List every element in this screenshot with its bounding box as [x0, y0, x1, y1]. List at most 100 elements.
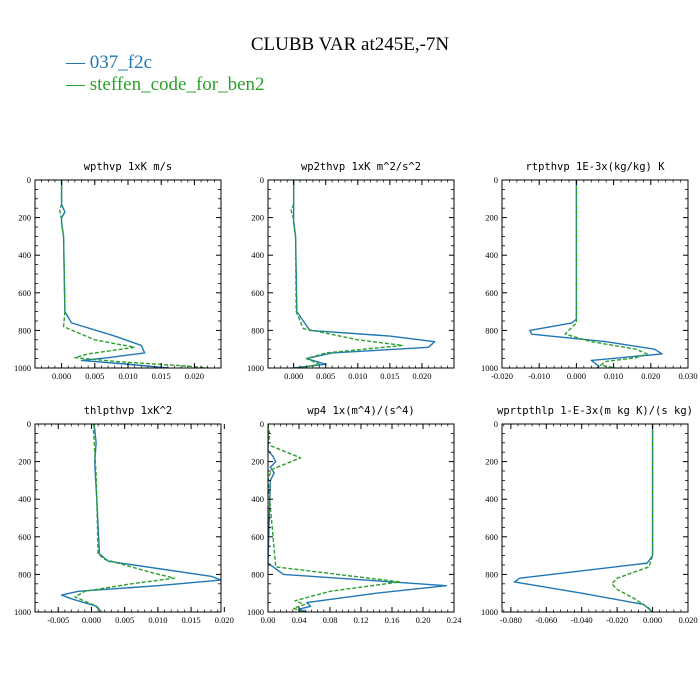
series-group — [60, 424, 221, 612]
x-tick-label: 0.16 — [385, 615, 400, 625]
chart-panel-1: wpthvp 1xK m/s 0 200 400 600 800 1000 0.000 0.00… — [14, 161, 222, 381]
series-line-037-f2c — [60, 424, 221, 612]
y-tick-label: 200 — [251, 213, 264, 223]
plot-frame — [34, 423, 222, 613]
x-tick-label: 0.000 — [82, 615, 101, 625]
y-tick-label: 600 — [251, 288, 264, 298]
x-tick-label: -0.020 — [606, 615, 628, 625]
x-tick-label: 0.04 — [292, 615, 308, 625]
x-tick-label: 0.005 — [85, 371, 104, 381]
panel-title: wprtpthlp 1-E-3x(m kg K)/(s kg) — [497, 405, 693, 417]
series-line-steffen-code-for-ben2 — [58, 180, 208, 368]
series-group — [513, 424, 654, 612]
y-tick-label: 1000 — [247, 363, 264, 373]
series-group — [58, 180, 208, 368]
series-group — [268, 424, 447, 612]
x-tick-label: -0.080 — [500, 615, 522, 625]
x-tick-label: -0.060 — [535, 615, 557, 625]
y-tick-label: 1000 — [481, 363, 498, 373]
y-tick-label: 0 — [260, 419, 264, 429]
y-tick-label: 200 — [485, 457, 498, 467]
panel-title: rtpthvp 1E-3x(kg/kg) K — [525, 161, 665, 173]
x-tick-label: 0.000 — [52, 371, 71, 381]
x-tick-label: 0.020 — [412, 371, 431, 381]
series-line-steffen-code-for-ben2 — [564, 180, 648, 368]
x-tick-label: 0.010 — [604, 371, 623, 381]
legend-entry-037-f2c: — 037_f2c — [65, 52, 152, 73]
x-tick-label: 0.000 — [643, 615, 662, 625]
y-tick-label: 0 — [494, 419, 498, 429]
y-tick-label: 800 — [485, 325, 498, 335]
y-tick-label: 800 — [18, 325, 31, 335]
panels-grid: wpthvp 1xK m/s 0 200 400 600 800 1000 0.000 0.00… — [14, 161, 698, 625]
x-tick-label: 0.005 — [316, 371, 335, 381]
y-tick-label: 1000 — [481, 607, 498, 617]
chart-panel-2: wp2thvp 1xK m^2/s^2 0 200 400 600 800 1000 0.00… — [247, 161, 455, 381]
x-tick-label: -0.020 — [491, 371, 513, 381]
y-tick-label: 800 — [251, 569, 264, 579]
series-line-037-f2c — [60, 180, 168, 368]
x-tick-label: 0.020 — [678, 615, 697, 625]
legend-entry-steffen-code-for-ben2: — steffen_code_for_ben2 — [65, 74, 265, 95]
x-tick-label: 0.08 — [323, 615, 338, 625]
figure-title: CLUBB VAR at245E,-7N — [251, 34, 450, 55]
y-tick-label: 600 — [18, 288, 31, 298]
y-tick-label: 600 — [18, 532, 31, 542]
x-tick-label: 0.015 — [152, 371, 171, 381]
y-tick-label: 0 — [27, 175, 31, 185]
y-tick-label: 400 — [18, 250, 31, 260]
x-tick-label: 0.005 — [115, 615, 134, 625]
chart-panel-3: rtpthvp 1E-3x(kg/kg) K02004006008001000-… — [481, 161, 698, 381]
x-tick-label: 0.020 — [215, 615, 234, 625]
x-tick-label: 0.000 — [284, 371, 303, 381]
y-tick-label: 0 — [27, 419, 31, 429]
series-line-steffen-code-for-ben2 — [290, 180, 404, 368]
series-line-037-f2c — [268, 424, 447, 612]
series-line-steffen-code-for-ben2 — [268, 424, 401, 612]
y-tick-label: 600 — [251, 532, 264, 542]
plot-frame — [501, 179, 689, 369]
x-tick-label: 0.20 — [416, 615, 431, 625]
panel-title: wpthvp 1xK m/s — [84, 161, 173, 173]
x-tick-label: -0.010 — [528, 371, 550, 381]
y-tick-label: 400 — [251, 494, 264, 504]
y-tick-label: 200 — [18, 213, 31, 223]
y-tick-label: 0 — [260, 175, 264, 185]
x-tick-label: 0.12 — [354, 615, 369, 625]
series-line-037-f2c — [292, 180, 436, 368]
x-tick-label: 0.015 — [182, 615, 201, 625]
series-line-steffen-code-for-ben2 — [74, 424, 176, 612]
plot-frame — [501, 423, 689, 613]
y-tick-label: 800 — [251, 325, 264, 335]
x-tick-label: 0.010 — [348, 371, 367, 381]
y-tick-label: 600 — [485, 532, 498, 542]
y-tick-label: 600 — [485, 288, 498, 298]
y-tick-label: 800 — [18, 569, 31, 579]
y-tick-label: 400 — [18, 494, 31, 504]
y-tick-label: 200 — [18, 457, 31, 467]
series-line-037-f2c — [513, 424, 654, 612]
y-tick-label: 800 — [485, 569, 498, 579]
panel-title: wp2thvp 1xK m^2/s^2 — [301, 161, 421, 173]
series-group — [290, 180, 436, 368]
y-tick-label: 1000 — [14, 363, 31, 373]
series-line-037-f2c — [529, 180, 663, 368]
y-tick-label: 400 — [251, 250, 264, 260]
x-tick-label: 0.020 — [641, 371, 660, 381]
x-tick-label: 0.030 — [678, 371, 697, 381]
y-tick-label: 400 — [485, 250, 498, 260]
chart-panel-4: thlpthvp 1xK^2 0 200 400 600 800 1000 -0.005 0.0… — [14, 405, 234, 625]
series-group — [529, 180, 663, 368]
x-tick-label: 0.000 — [567, 371, 586, 381]
y-tick-label: 1000 — [14, 607, 31, 617]
y-tick-label: 200 — [485, 213, 498, 223]
chart-panel-6: wprtpthlp 1-E-3x(m kg K)/(s kg) 0 200 400 60… — [481, 405, 698, 625]
y-tick-label: 200 — [251, 457, 264, 467]
x-tick-label: 0.010 — [118, 371, 137, 381]
x-tick-label: 0.010 — [148, 615, 167, 625]
y-tick-label: 0 — [494, 175, 498, 185]
series-line-steffen-code-for-ben2 — [611, 424, 654, 612]
x-tick-label: 0.24 — [447, 615, 463, 625]
